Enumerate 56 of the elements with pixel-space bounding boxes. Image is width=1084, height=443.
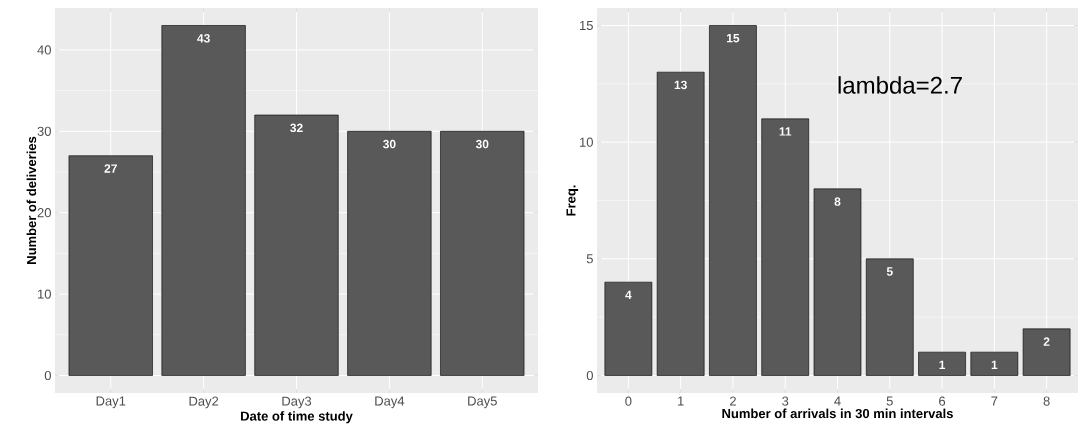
y-axis-title: Freq.: [566, 185, 579, 216]
bar: [709, 25, 757, 376]
data-label: 8: [834, 197, 841, 206]
y-tick-label: 10: [580, 137, 593, 147]
y-tick-label: 15: [580, 20, 593, 31]
x-tick-label: 1: [678, 396, 684, 406]
data-label: 43: [197, 34, 210, 43]
x-tick-label: 0: [625, 396, 632, 406]
x-tick-label: Day3: [282, 396, 312, 409]
bar: [604, 281, 653, 376]
x-tick-label: 4: [834, 396, 841, 406]
data-label: 1: [991, 360, 998, 369]
data-label: 2: [1043, 337, 1050, 346]
x-tick-label: 5: [886, 396, 893, 406]
data-label: 30: [383, 139, 396, 149]
bar: [970, 351, 1019, 376]
y-axis-title: Number of deliveries: [26, 136, 37, 264]
y-tick-label: 40: [37, 45, 51, 55]
x-tick-label: 8: [1043, 396, 1050, 406]
annotation: lambda=2.7: [838, 76, 962, 94]
y-tick-label: 5: [586, 254, 593, 264]
bar: [918, 351, 966, 376]
x-tick-label: 6: [939, 396, 946, 406]
data-label: 32: [290, 123, 303, 133]
x-tick-label: 7: [991, 396, 998, 406]
bar: [813, 188, 862, 376]
bar: [656, 71, 705, 376]
y-tick-label: 10: [38, 289, 51, 299]
data-label: 13: [674, 80, 687, 90]
y-tick-label: 20: [37, 208, 51, 218]
data-label: 5: [886, 267, 893, 276]
data-label: 27: [104, 164, 117, 173]
y-tick-label: 30: [37, 126, 51, 136]
x-axis-title: Number of arrivals in 30 min intervals: [722, 408, 953, 419]
x-tick-label: Day4: [375, 396, 405, 409]
bar: [347, 131, 432, 376]
x-tick-label: 3: [782, 396, 789, 406]
x-tick-label: Day2: [189, 396, 219, 409]
bar: [161, 25, 246, 376]
data-label: 1: [939, 360, 946, 369]
bar: [68, 155, 153, 376]
bar: [865, 258, 914, 376]
x-tick-label: 2: [729, 396, 736, 406]
data-label: 15: [727, 34, 740, 43]
bar: [254, 114, 339, 376]
bar: [1022, 328, 1071, 376]
data-label: 30: [475, 139, 489, 149]
y-tick-label: 0: [586, 370, 593, 381]
data-label: 4: [625, 290, 632, 299]
bar: [440, 131, 525, 376]
x-tick-label: Day1: [96, 396, 126, 409]
y-tick-label: 0: [44, 370, 51, 381]
x-axis-title: Date of time study: [241, 411, 353, 424]
x-tick-label: Day5: [468, 396, 497, 409]
data-label: 11: [779, 127, 792, 136]
bar: [761, 118, 810, 376]
